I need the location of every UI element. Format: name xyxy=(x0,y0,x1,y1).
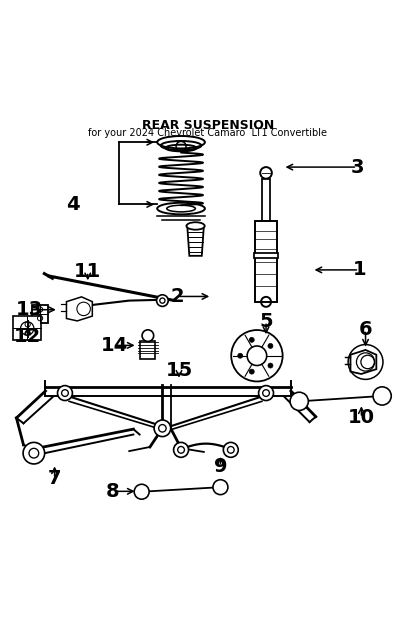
Text: 6: 6 xyxy=(359,320,372,339)
Text: REAR SUSPENSION: REAR SUSPENSION xyxy=(142,119,274,133)
Polygon shape xyxy=(187,226,204,256)
Circle shape xyxy=(247,346,267,365)
Circle shape xyxy=(373,387,391,405)
Polygon shape xyxy=(141,340,155,359)
Text: 1: 1 xyxy=(352,260,366,279)
Polygon shape xyxy=(13,317,41,340)
Ellipse shape xyxy=(186,222,205,229)
Polygon shape xyxy=(32,305,48,322)
Circle shape xyxy=(262,390,270,396)
Polygon shape xyxy=(262,179,270,221)
Text: 2: 2 xyxy=(170,287,184,306)
Text: 11: 11 xyxy=(74,262,102,281)
Text: 13: 13 xyxy=(15,300,42,319)
Circle shape xyxy=(156,295,168,306)
Text: 7: 7 xyxy=(48,469,61,488)
Circle shape xyxy=(249,337,254,342)
Circle shape xyxy=(158,424,166,432)
Text: 9: 9 xyxy=(214,457,227,476)
Circle shape xyxy=(57,386,72,401)
Circle shape xyxy=(154,420,171,437)
Polygon shape xyxy=(67,297,92,321)
Circle shape xyxy=(178,447,184,453)
Circle shape xyxy=(173,442,188,457)
Text: for your 2024 Chevrolet Camaro  LT1 Convertible: for your 2024 Chevrolet Camaro LT1 Conve… xyxy=(89,128,327,138)
Circle shape xyxy=(290,392,308,410)
Polygon shape xyxy=(350,350,376,374)
Text: 5: 5 xyxy=(259,312,273,331)
Circle shape xyxy=(238,353,243,358)
Circle shape xyxy=(29,448,39,458)
Circle shape xyxy=(228,447,234,453)
Circle shape xyxy=(268,363,273,368)
Text: 3: 3 xyxy=(351,158,364,176)
Polygon shape xyxy=(255,221,277,302)
Text: 12: 12 xyxy=(14,327,41,345)
Circle shape xyxy=(142,330,154,342)
Polygon shape xyxy=(20,320,35,338)
Bar xyxy=(1,113,415,132)
Circle shape xyxy=(134,484,149,499)
Polygon shape xyxy=(254,253,278,258)
Text: 8: 8 xyxy=(106,482,119,501)
Text: 15: 15 xyxy=(165,361,193,379)
Text: 4: 4 xyxy=(67,195,80,214)
Circle shape xyxy=(213,479,228,495)
Text: 14: 14 xyxy=(101,336,129,355)
Circle shape xyxy=(259,386,273,401)
Text: 10: 10 xyxy=(348,408,375,428)
Circle shape xyxy=(160,298,165,303)
Circle shape xyxy=(23,442,45,464)
Circle shape xyxy=(249,369,254,374)
Circle shape xyxy=(231,330,282,381)
Circle shape xyxy=(268,344,273,349)
Circle shape xyxy=(62,390,68,396)
Circle shape xyxy=(223,442,238,457)
